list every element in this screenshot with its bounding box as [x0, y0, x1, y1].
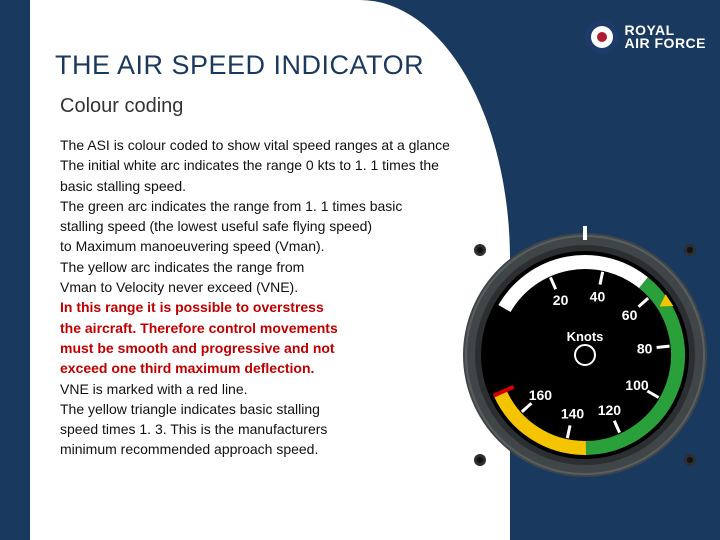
svg-text:40: 40 — [590, 288, 606, 304]
para-warning-line: must be smooth and progressive and not — [60, 338, 490, 358]
body-paragraph: The ASI is colour coded to show vital sp… — [60, 135, 490, 460]
svg-text:80: 80 — [637, 341, 653, 357]
gauge-top-reference-mark — [583, 226, 587, 240]
para-warning-line: exceed one third maximum deflection. — [60, 358, 490, 378]
para-line: The yellow arc indicates the range from — [60, 257, 490, 277]
airspeed-indicator-gauge: 20 40 60 80 100120 140 160 Knots — [460, 230, 710, 480]
para-warning-line: the aircraft. Therefore control movement… — [60, 318, 490, 338]
raf-logo: ROYAL AIR FORCE — [585, 20, 707, 54]
logo-line2: AIR FORCE — [625, 37, 707, 50]
para-line: stalling speed (the lowest useful safe f… — [60, 216, 490, 236]
svg-text:60: 60 — [622, 307, 638, 323]
para-warning-line: In this range it is possible to overstre… — [60, 297, 490, 317]
svg-text:20: 20 — [553, 292, 569, 308]
para-line: Vman to Velocity never exceed (VNE). — [60, 277, 490, 297]
page-subtitle: Colour coding — [60, 95, 183, 118]
para-line: The initial white arc indicates the rang… — [60, 155, 490, 175]
gauge-svg: 20 40 60 80 100120 140 160 Knots — [460, 230, 710, 480]
para-line: minimum recommended approach speed. — [60, 439, 490, 459]
logo-text: ROYAL AIR FORCE — [625, 24, 707, 51]
svg-text:100: 100 — [625, 377, 649, 393]
raf-roundel-icon — [585, 20, 619, 54]
svg-text:Knots: Knots — [567, 329, 604, 344]
svg-text:160: 160 — [529, 387, 553, 403]
para-line: to Maximum manoeuvering speed (Vman). — [60, 236, 490, 256]
para-line: The green arc indicates the range from 1… — [60, 196, 490, 216]
para-line: The yellow triangle indicates basic stal… — [60, 399, 490, 419]
para-line: speed times 1. 3. This is the manufactur… — [60, 419, 490, 439]
para-line: VNE is marked with a red line. — [60, 379, 490, 399]
para-line: basic stalling speed. — [60, 176, 490, 196]
svg-text:140: 140 — [561, 406, 585, 422]
svg-text:120: 120 — [598, 402, 622, 418]
para-line: The ASI is colour coded to show vital sp… — [60, 135, 490, 155]
page-title: THE AIR SPEED INDICATOR — [55, 50, 424, 81]
